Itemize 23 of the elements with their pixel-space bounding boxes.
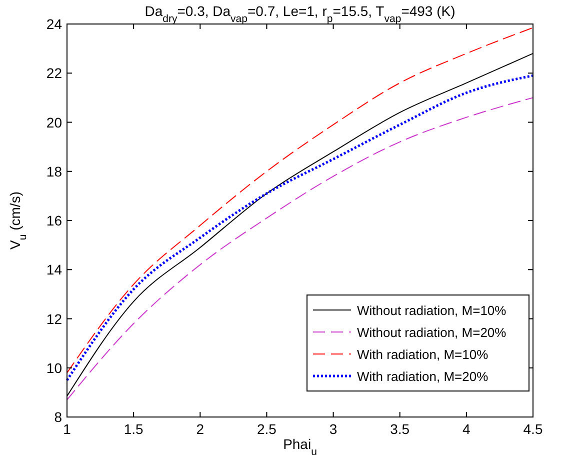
x-tick-label: 1.5 (124, 421, 144, 437)
legend-label: Without radiation, M=20% (357, 325, 507, 340)
legend-label: Without radiation, M=10% (357, 303, 507, 318)
y-tick-label: 24 (46, 16, 62, 32)
y-tick-label: 10 (46, 360, 62, 376)
y-tick-label: 14 (46, 262, 62, 278)
x-tick-label: 1 (63, 421, 72, 437)
chart-title: Da$_{dry}$=0.3, Da$_{vap}$=0.7, Le=1, r$_{p}$=15.5, T$_{vap}$=493 (K) (144, 3, 456, 25)
x-tick-label: 2 (196, 421, 204, 437)
x-tick-label: 2.5 (256, 421, 277, 437)
y-tick-label: 12 (46, 310, 62, 327)
legend-label: With radiation, M=10% (357, 347, 489, 362)
x-axis-title: Phai$_{u}$ (283, 436, 318, 455)
y-tick-label: 20 (46, 114, 62, 130)
y-tick-label: 8 (54, 409, 62, 425)
x-tick-label: 3.5 (390, 421, 410, 437)
x-tick-label: 3 (329, 421, 338, 437)
x-tick-label: 4.5 (523, 421, 543, 437)
y-tick-label: 22 (46, 65, 62, 82)
y-tick-label: 18 (46, 163, 62, 180)
x-tick-label: 4 (462, 421, 471, 437)
legend-label: With radiation, M=20% (357, 369, 489, 384)
y-tick-label: 16 (46, 212, 62, 228)
